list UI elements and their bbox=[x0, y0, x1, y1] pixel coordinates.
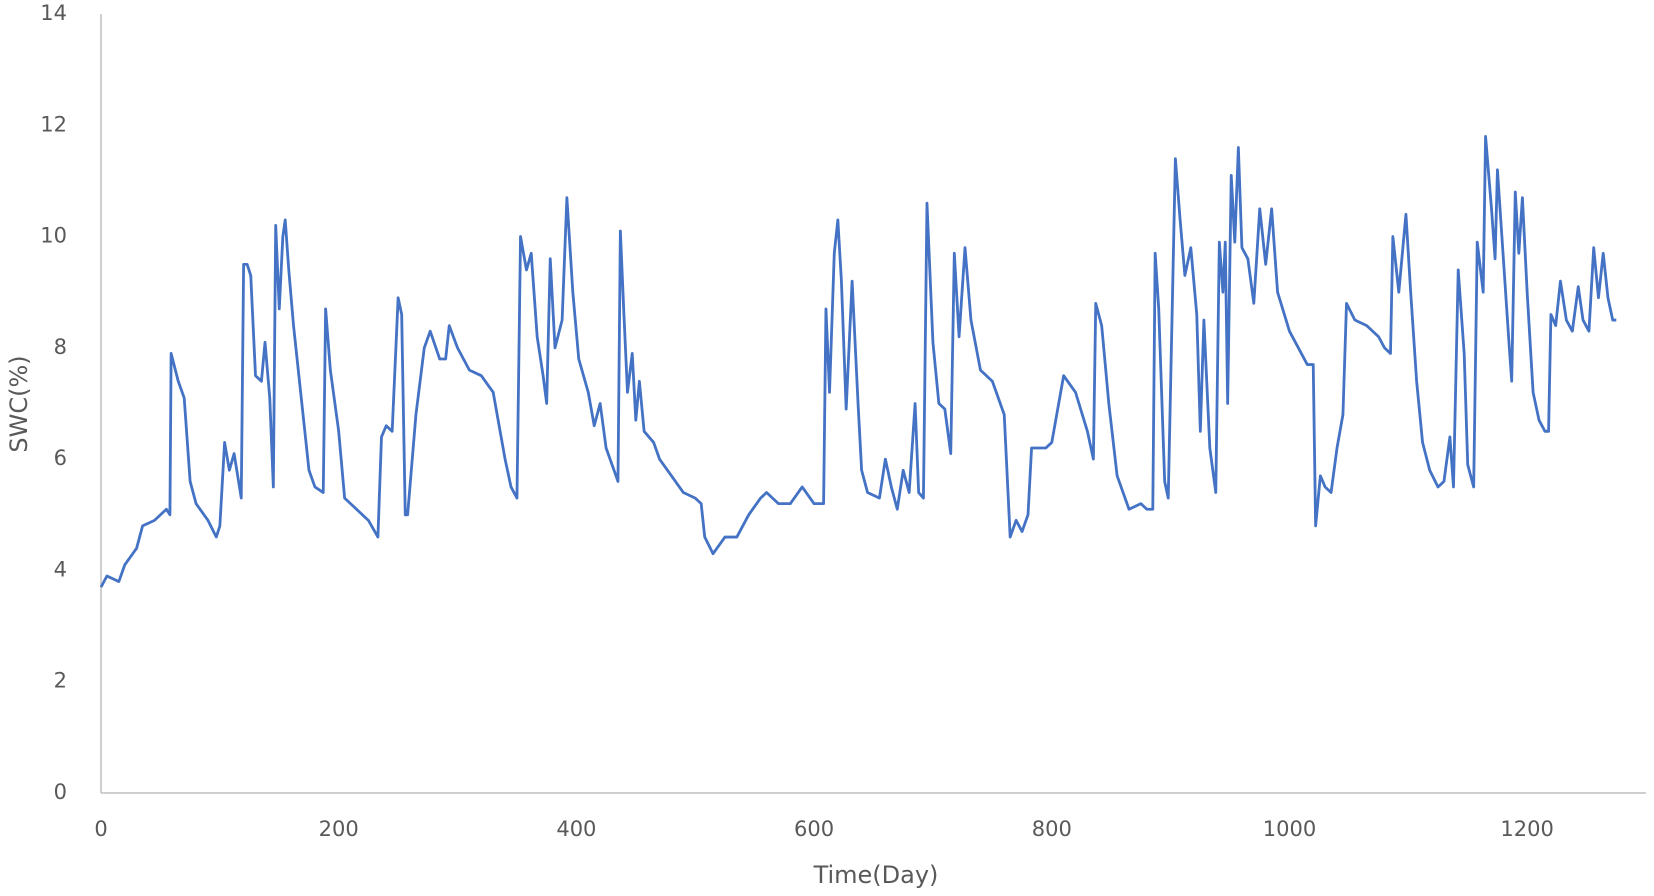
y-tick-label: 14 bbox=[40, 1, 67, 25]
x-tick-label: 400 bbox=[556, 817, 596, 841]
x-tick-label: 200 bbox=[319, 817, 359, 841]
data-line bbox=[99, 135, 1617, 588]
y-tick-label: 12 bbox=[40, 112, 67, 136]
x-tick-label: 1000 bbox=[1263, 817, 1316, 841]
x-tick-label: 1200 bbox=[1500, 817, 1553, 841]
y-tick-label: 10 bbox=[40, 224, 67, 248]
y-tick-label: 2 bbox=[54, 669, 67, 693]
x-tick-label: 0 bbox=[94, 817, 107, 841]
x-axis-label: Time(Day) bbox=[813, 861, 939, 889]
y-tick-label: 0 bbox=[54, 780, 67, 804]
x-tick-label: 600 bbox=[794, 817, 834, 841]
y-tick-label: 4 bbox=[54, 557, 67, 581]
y-axis-label: SWC(%) bbox=[5, 355, 33, 452]
y-tick-label: 8 bbox=[54, 335, 67, 359]
x-tick-label: 800 bbox=[1032, 817, 1072, 841]
y-tick-label: 6 bbox=[54, 446, 67, 470]
